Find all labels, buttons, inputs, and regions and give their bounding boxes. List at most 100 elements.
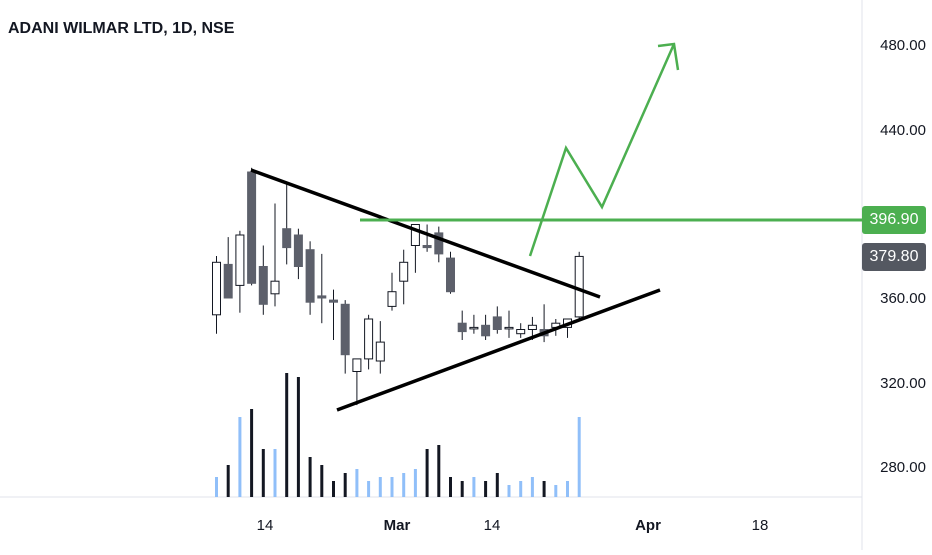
candle [223,237,233,299]
volume-bar [367,481,371,497]
candle [481,314,491,340]
volume-bar [261,449,265,497]
candle-layer [212,167,584,406]
candle [282,182,292,265]
candle-body [329,299,338,303]
candle [410,224,420,273]
volume-bar [425,449,429,497]
volume-bar [566,481,569,497]
time-label-14-mar: 14 [483,517,501,534]
volume-bar [484,481,488,497]
projection-path[interactable] [528,43,676,257]
candle-body [516,329,526,335]
level-price-tag: 396.90 [862,206,926,234]
candle [212,256,221,334]
candle [446,251,455,294]
volume-bar [530,477,534,497]
candle [305,241,315,315]
candle-body [270,280,280,295]
time-label-14-feb: 14 [256,517,274,534]
volume-bar [449,477,452,497]
volume-bar [296,377,300,497]
volume-bar [285,373,289,497]
candle-body [223,263,233,299]
volume-bar [519,481,523,497]
candle [329,289,338,340]
candle [399,249,409,305]
volume-bar [343,473,347,497]
candle [516,323,526,338]
price-label-360: 360.00 [880,290,926,307]
lower-trendline[interactable] [336,288,661,412]
candle-body [317,295,327,299]
candle-body [352,358,362,372]
candle-body [258,266,268,305]
volume-bar [390,477,394,497]
candle-body [293,234,303,267]
time-label-apr: Apr [635,517,661,534]
candle [258,245,268,315]
volume-bar [332,481,335,497]
price-label-320: 320.00 [880,375,926,392]
candle [574,251,584,319]
candle [352,358,362,406]
volume-bar [226,465,230,497]
candle [539,304,549,343]
volume-bar [542,481,546,497]
candle-body [469,326,479,330]
volume-bar [507,485,511,497]
price-label-440: 440.00 [880,122,926,139]
time-label-18-apr: 18 [751,517,769,534]
candle [293,228,303,280]
volume-bar [320,465,324,497]
volume-bar [308,457,312,497]
volume-bar [238,417,242,497]
volume-bar [402,473,406,497]
symbol-title: ADANI WILMAR LTD, 1D, NSE [8,20,235,37]
candle-body [504,326,514,330]
candle-body [492,316,502,330]
volume-bar [378,477,382,497]
volume-layer [215,373,581,497]
candle-body [247,171,257,284]
candle-body [375,341,385,362]
candle [364,314,374,370]
volume-bar [460,481,464,497]
candle [340,300,350,374]
candle [422,224,432,252]
candle-body [410,224,420,246]
candle [317,253,327,324]
candle-body [212,261,221,316]
drawing-layer [250,42,862,412]
candle [457,310,467,340]
candle [434,226,444,263]
volume-bar [495,473,499,497]
projection-arrowhead [657,42,680,71]
volume-bar [215,477,218,497]
upper-trendline[interactable] [250,168,601,299]
candle [469,314,479,334]
candle-body [481,324,491,337]
candle [504,310,514,338]
volume-bar [355,469,359,497]
candle [270,203,280,307]
candle-body [340,303,350,356]
candle-body [364,318,374,360]
candle [235,230,245,313]
price-label-480: 480.00 [880,37,926,54]
candle-body [387,291,397,307]
candle-body [446,257,455,293]
candle-body [235,234,245,286]
candle-body [527,324,537,330]
price-label-280: 280.00 [880,459,926,476]
candle [492,306,502,334]
time-label-mar: Mar [383,517,411,534]
candle [387,272,397,311]
last-price-tag: 379.80 [862,243,926,271]
candle [247,167,257,286]
candle-body [305,249,315,303]
candle-body [282,228,292,249]
volume-bar [554,485,558,497]
